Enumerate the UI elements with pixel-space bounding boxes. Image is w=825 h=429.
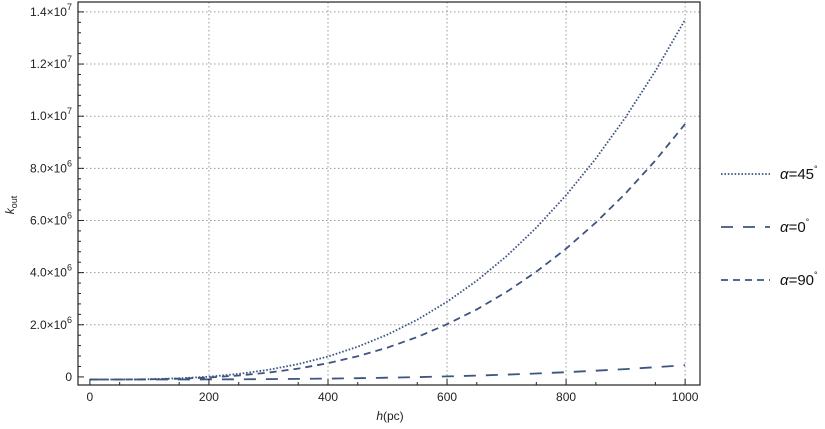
series-line-2 xyxy=(89,123,686,381)
y-tick-label: 4.0×106 xyxy=(30,263,72,280)
legend: α=45° α=0° α=90° xyxy=(721,164,818,289)
x-tick-label: 400 xyxy=(318,390,338,404)
x-tick-label: 200 xyxy=(199,390,219,404)
series-line-0 xyxy=(89,19,686,381)
y-tick-label: 8.0×106 xyxy=(30,158,72,175)
ticks: 0 200 400 600 800 1000 0 2.0×106 4.0×106 6.0×106 8… xyxy=(30,2,699,404)
legend-label-1: α=0° xyxy=(780,217,810,236)
legend-label-0: α=45° xyxy=(780,164,818,183)
y-tick-label: 1.0×107 xyxy=(30,106,72,123)
x-tick-label: 1000 xyxy=(672,390,699,404)
grid xyxy=(78,2,700,385)
x-tick-label: 800 xyxy=(556,390,576,404)
x-tick-label: 600 xyxy=(437,390,457,404)
y-tick-label: 1.4×107 xyxy=(30,2,72,19)
legend-label-2: α=90° xyxy=(780,270,818,289)
x-tick-label: 0 xyxy=(87,390,94,404)
y-tick-label: 6.0×106 xyxy=(30,210,72,227)
x-axis-label: h(pc) xyxy=(376,409,403,423)
y-tick-label: 0 xyxy=(65,370,72,384)
series-line-1 xyxy=(89,364,686,381)
y-tick-label: 1.2×107 xyxy=(30,54,72,71)
y-tick-label: 2.0×106 xyxy=(30,315,72,332)
curves xyxy=(89,19,686,381)
plot-frame xyxy=(77,1,701,386)
y-axis-label: kout xyxy=(3,195,19,214)
